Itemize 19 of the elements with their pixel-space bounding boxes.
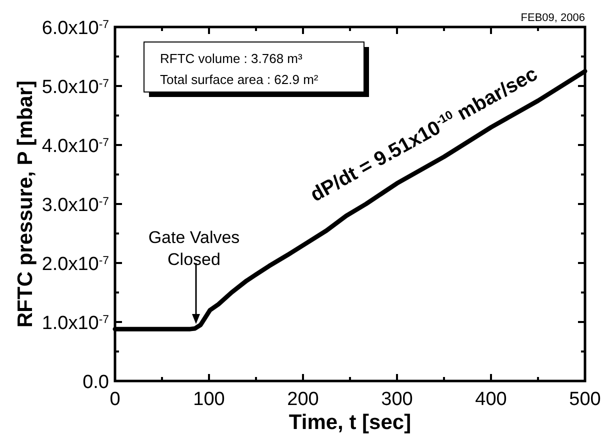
y-tick-label: 5.0x10$^{-7}$ — [42, 77, 109, 98]
y-tick-label: 1.0x10$^{-7}$ — [42, 313, 109, 334]
y-tick-label: 6.0x10$^{-7}$ — [42, 18, 109, 39]
y-tick-label: 2.0x10$^{-7}$ — [42, 254, 109, 275]
x-tick-label: 0 — [110, 389, 120, 410]
y-tick-label: 3.0x10$^{-7}$ — [42, 195, 109, 216]
x-tick-label: 100 — [193, 389, 225, 410]
x-tick-label: 200 — [287, 389, 319, 410]
annotation: Total surface area : 62.9 m² — [160, 72, 319, 87]
x-tick-label: 300 — [381, 389, 413, 410]
y-tick-label: 4.0x10$^{-7}$ — [42, 136, 109, 157]
x-tick-label: 400 — [475, 389, 507, 410]
annotation: Gate Valves Closed — [148, 228, 240, 269]
y-tick-label: 0.0 — [82, 372, 109, 393]
y-axis-title: RFTC pressure, P [mbar] — [14, 80, 37, 328]
x-tick-label: 500 — [569, 389, 601, 410]
annotation: RFTC volume : 3.768 m³ — [160, 51, 303, 66]
x-axis-title: Time, t [sec] — [288, 411, 412, 434]
text: FEB09, 2006 — [520, 12, 585, 24]
